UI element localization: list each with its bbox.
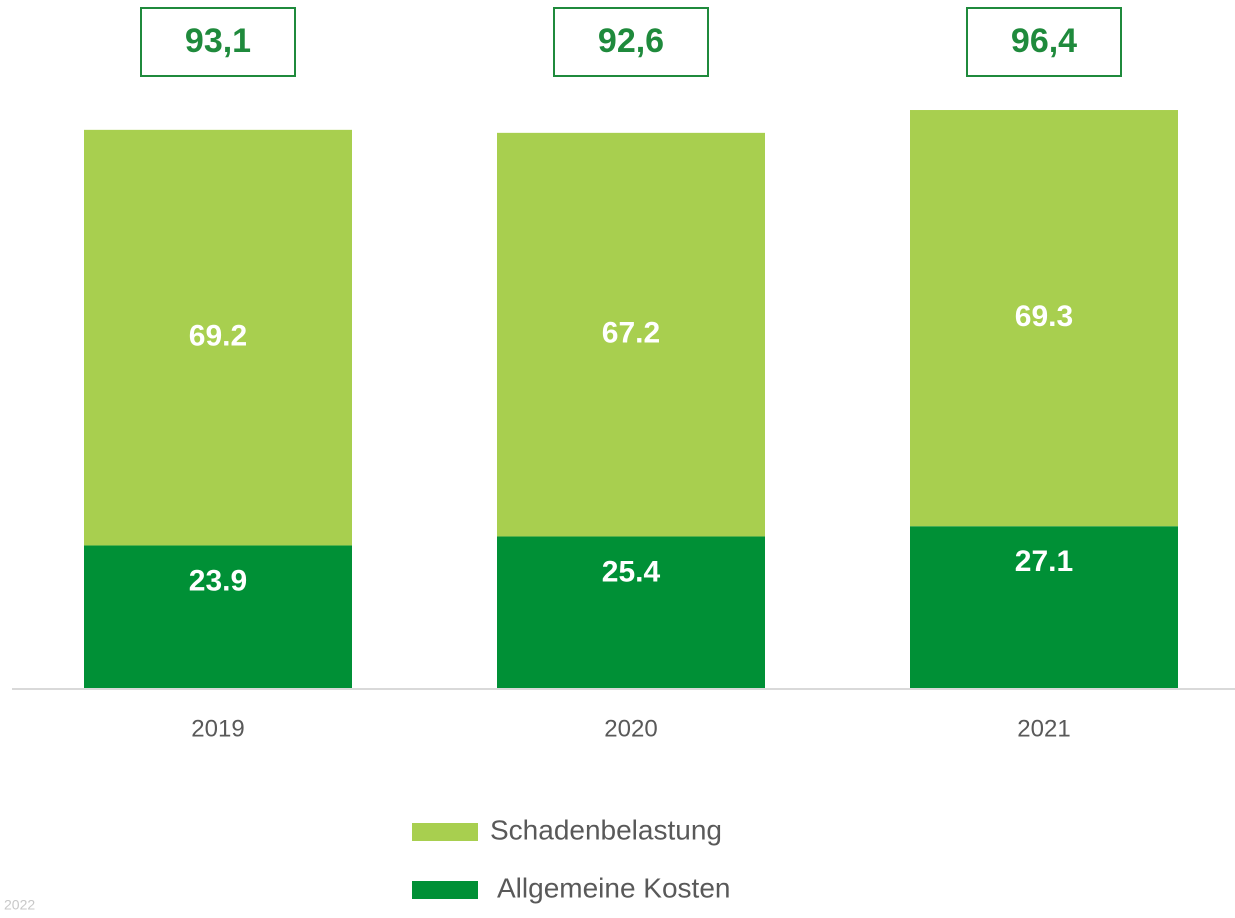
legend-swatch: [412, 881, 478, 899]
value-label: 69.2: [189, 320, 247, 353]
x-tick-label: 2021: [1017, 715, 1070, 742]
footnote: 2022: [4, 897, 35, 913]
total-label: 96,4: [1011, 22, 1077, 60]
legend-label: Allgemeine Kosten: [497, 872, 730, 903]
bar-segment: [497, 132, 765, 537]
legend-label: Schadenbelastung: [490, 814, 722, 845]
total-box: [553, 7, 709, 77]
value-label: 23.9: [189, 564, 247, 597]
x-tick-label: 2020: [604, 715, 657, 742]
legend-swatch: [412, 823, 478, 841]
total-label: 92,6: [598, 22, 664, 60]
x-tick-label: 2019: [191, 715, 244, 742]
value-label: 27.1: [1015, 545, 1073, 578]
value-label: 69.3: [1015, 300, 1073, 333]
bar-segment: [84, 545, 352, 689]
value-label: 67.2: [602, 317, 660, 350]
total-box: [140, 7, 296, 77]
bar-segment: [497, 536, 765, 689]
total-label: 93,1: [185, 22, 251, 60]
value-label: 25.4: [602, 555, 661, 588]
total-box: [966, 7, 1122, 77]
bar-segment: [910, 110, 1178, 527]
bar-segment: [84, 129, 352, 546]
bar-segment: [910, 526, 1178, 689]
